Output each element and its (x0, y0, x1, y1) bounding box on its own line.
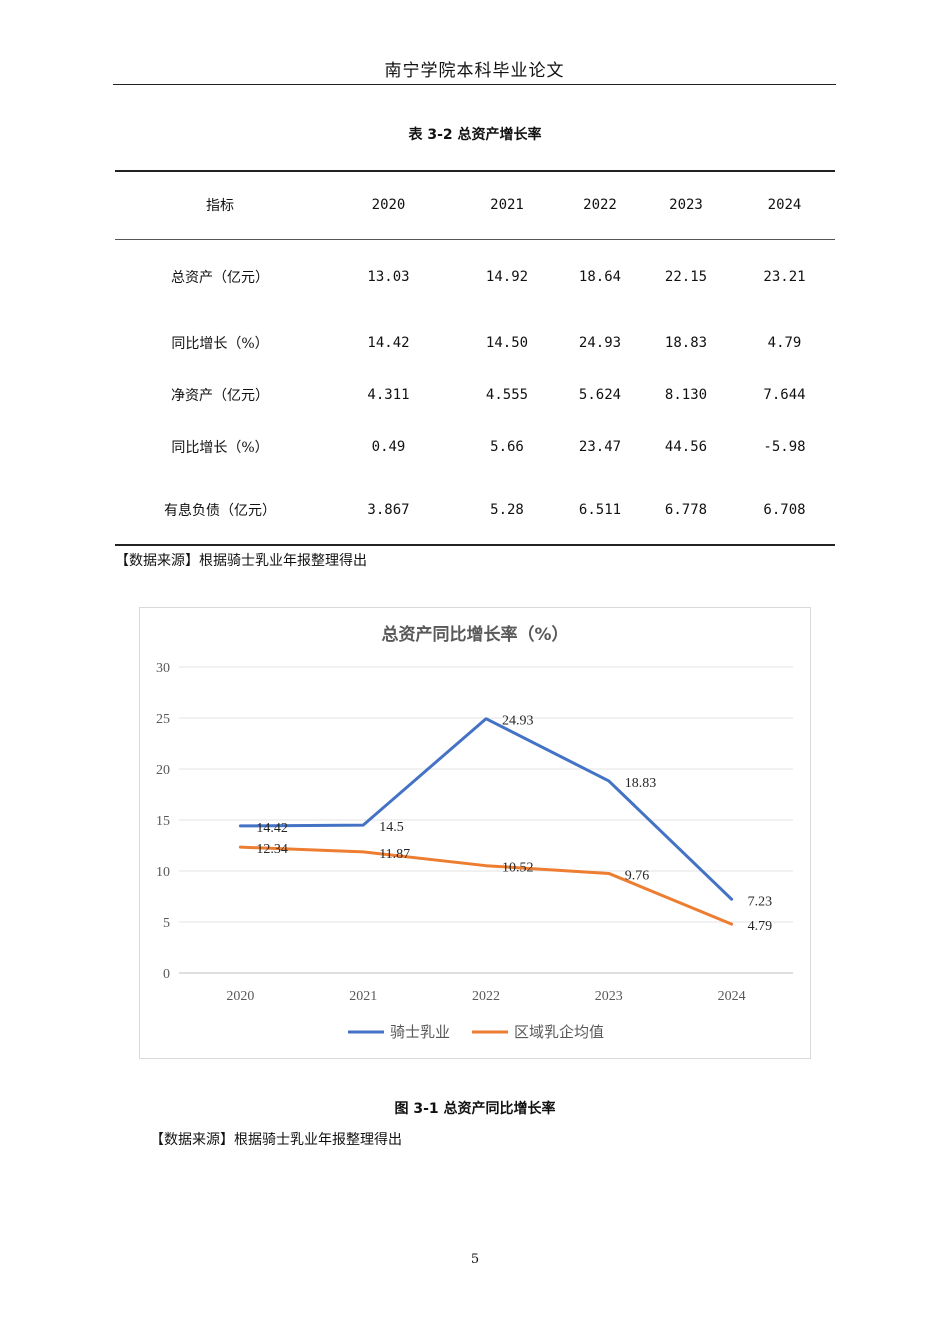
table-cell: 4.311 (367, 386, 410, 403)
x-tick-label: 2023 (595, 989, 623, 1004)
table-row: 总资产（亿元） 13.03 14.92 18.64 22.15 23.21 (115, 239, 835, 314)
table-cell: 14.50 (485, 334, 529, 351)
data-label: 12.34 (256, 842, 288, 857)
figure-source-note: 【数据来源】根据骑士乳业年报整理得出 (150, 1132, 402, 1148)
column-header: 2021 (452, 170, 562, 240)
table-cell: 24.93 (578, 334, 622, 351)
table-cell: 4.555 (485, 386, 529, 403)
table-cell: 44.56 (664, 439, 708, 455)
table-cell: 0.49 (371, 439, 406, 455)
y-tick-label: 0 (163, 967, 170, 982)
table-cell: 4.79 (767, 334, 802, 351)
x-tick-label: 2020 (226, 989, 254, 1004)
legend-label: 区域乳企均值 (514, 1023, 604, 1041)
column-header: 2022 (562, 170, 638, 240)
y-tick-label: 15 (156, 814, 170, 829)
x-tick-label: 2021 (349, 989, 377, 1004)
table-cell: 14.42 (367, 334, 410, 351)
row-label: 同比增长（%） (171, 440, 269, 456)
data-label: 14.5 (379, 820, 404, 835)
row-label: 总资产（亿元） (171, 269, 269, 286)
row-label: 同比增长（%） (171, 335, 269, 352)
asset-growth-table: 指标 2020 2021 2022 2023 2024 总资产（亿元） 13.0… (115, 170, 835, 546)
legend-label: 骑士乳业 (390, 1023, 450, 1041)
table-row: 同比增长（%） 14.42 14.50 24.93 18.83 4.79 (115, 314, 835, 371)
table-header-row: 指标 2020 2021 2022 2023 2024 (115, 170, 835, 240)
data-label: 18.83 (625, 776, 657, 791)
running-header: 南宁学院本科毕业论文 (384, 61, 565, 81)
table-cell: 13.03 (367, 268, 410, 285)
table-cell: 18.64 (578, 268, 622, 285)
y-tick-label: 30 (156, 661, 170, 676)
column-header: 2020 (325, 170, 452, 240)
y-tick-label: 10 (156, 865, 170, 880)
y-tick-label: 20 (156, 763, 170, 778)
table-cell: 5.624 (578, 386, 622, 403)
data-label: 10.52 (502, 861, 534, 876)
table-cell: 5.28 (452, 476, 562, 546)
page-number: 5 (470, 1252, 480, 1267)
data-label: 24.93 (502, 714, 534, 729)
y-tick-label: 5 (163, 916, 170, 931)
data-label: 4.79 (748, 919, 773, 934)
table-row: 同比增长（%） 0.49 5.66 23.47 44.56 -5.98 (115, 418, 835, 476)
table-cell: 3.867 (325, 476, 452, 546)
row-label: 净资产（亿元） (171, 387, 269, 404)
table-cell: 23.21 (763, 268, 806, 285)
series-line-1 (238, 717, 734, 901)
table-cell: 14.92 (485, 268, 529, 285)
header-rule (113, 84, 836, 85)
chart-frame: 总资产同比增长率（%） 0 5 10 15 20 25 30 2020 2021 2022 2023 2… (139, 607, 811, 1059)
column-header: 2023 (638, 170, 734, 240)
line-chart: 总资产同比增长率（%） 0 5 10 15 20 25 30 2020 2021 2022 2023 2… (156, 624, 793, 1041)
table-cell: 5.66 (490, 439, 524, 455)
column-header: 指标 (115, 170, 325, 240)
table-cell: 18.83 (664, 334, 708, 351)
table-caption: 表 3-2 总资产增长率 (408, 127, 542, 143)
column-header: 2024 (734, 170, 835, 240)
data-label: 11.87 (379, 847, 410, 862)
row-label: 有息负债（亿元） (115, 476, 325, 546)
table-row: 净资产（亿元） 4.311 4.555 5.624 8.130 7.644 (115, 371, 835, 418)
table-cell: 22.15 (664, 268, 708, 285)
table-cell: 6.708 (734, 476, 835, 546)
table-cell: 23.47 (578, 439, 622, 455)
series-line-2 (238, 845, 734, 926)
chart-title: 总资产同比增长率（%） (381, 624, 568, 645)
data-label: 7.23 (748, 894, 773, 909)
table-cell: 6.511 (562, 476, 638, 546)
table-source-note: 【数据来源】根据骑士乳业年报整理得出 (115, 553, 367, 569)
table-cell: 6.778 (638, 476, 734, 546)
x-tick-label: 2022 (472, 989, 500, 1004)
table-cell: 7.644 (763, 386, 806, 403)
data-label: 9.76 (625, 868, 650, 883)
x-tick-label: 2024 (718, 989, 746, 1004)
table-row: 有息负债（亿元） 3.867 5.28 6.511 6.778 6.708 (115, 476, 835, 546)
y-tick-label: 25 (156, 712, 170, 727)
table-cell: -5.98 (763, 439, 806, 455)
figure-caption: 图 3-1 总资产同比增长率 (394, 1101, 556, 1117)
data-label: 14.42 (256, 821, 288, 836)
table-cell: 8.130 (664, 386, 708, 403)
